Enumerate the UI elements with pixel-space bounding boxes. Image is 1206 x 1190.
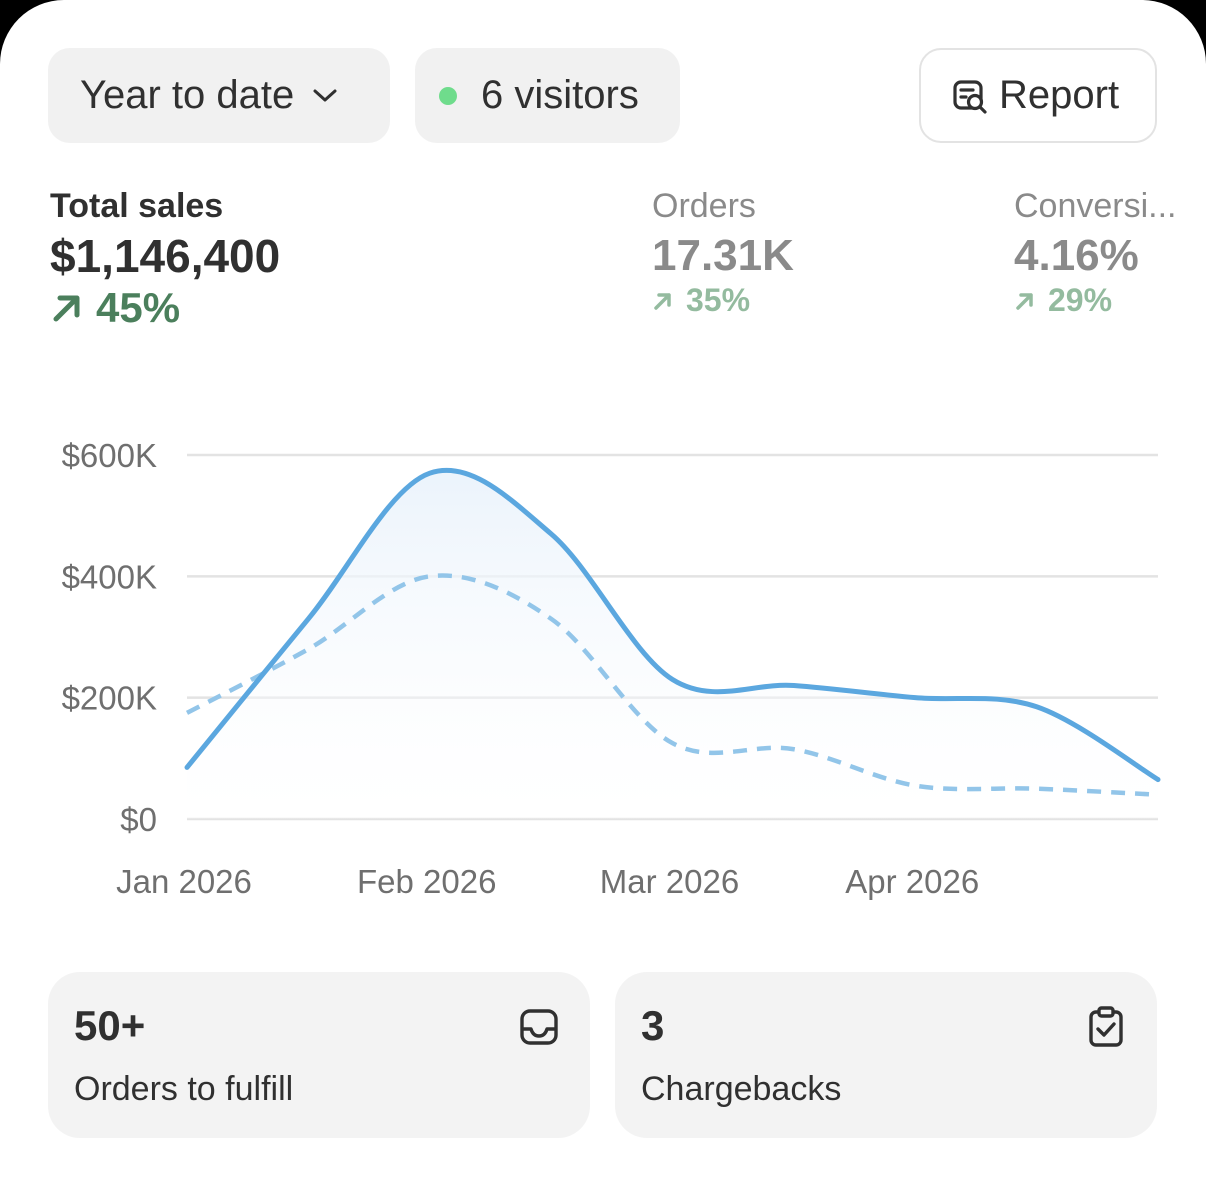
metric-delta-value: 35% [686,282,751,318]
card-label: Orders to fulfill [74,1070,294,1108]
arrow-up-right-icon [654,292,671,310]
orders-to-fulfill-card[interactable]: 50+ Orders to fulfill [48,972,590,1138]
metric-label: Orders [652,187,756,225]
metric-delta: 35% [652,282,794,319]
clipboard-check-icon [1089,1006,1123,1047]
metric-orders[interactable]: Orders 17.31K 35% [652,186,794,319]
live-status-dot [439,86,457,105]
metric-delta: 45% [50,284,280,332]
visitors-label: 6 visitors [481,73,639,117]
metric-conversion[interactable]: Conversi... 4.16% 29% [1014,186,1177,319]
date-range-dropdown[interactable]: Year to date [48,48,390,143]
sales-series-line [184,467,1161,783]
metric-delta-value: 45% [96,284,181,331]
x-tick-label: Feb 2026 [357,863,496,900]
y-tick-label: $400K [62,558,157,595]
chargebacks-card[interactable]: 3 Chargebacks [615,972,1157,1138]
y-tick-label: $600K [62,437,157,474]
live-visitors-button[interactable]: 6 visitors [415,48,680,143]
date-range-label: Year to date [80,73,295,117]
metric-label: Total sales [50,187,224,225]
metric-delta-value: 29% [1048,282,1113,318]
metric-value: 17.31K [652,231,794,280]
chevron-down-icon [312,88,338,104]
card-number: 3 [641,1002,665,1049]
metric-total-sales[interactable]: Total sales $1,146,400 45% [50,186,280,332]
series-area [187,470,1158,819]
sales-chart: $600K $400K $200K $0 Jan 2026 Feb 2026 Mar 20… [62,437,1161,900]
arrow-up-right-icon [1016,292,1033,310]
metric-delta: 29% [1014,282,1177,319]
report-search-icon [953,79,987,114]
report-button[interactable]: Report [919,48,1157,143]
y-tick-label: $0 [120,801,157,838]
card-label: Chargebacks [641,1070,842,1108]
metric-value: 4.16% [1014,231,1139,280]
x-tick-label: Jan 2026 [116,863,252,900]
x-tick-label: Apr 2026 [845,863,979,900]
y-tick-label: $200K [62,680,157,717]
report-label: Report [999,73,1120,117]
comparison-series-line [185,573,1159,797]
metric-value: $1,146,400 [50,230,281,282]
card-number: 50+ [74,1002,146,1049]
inbox-icon [520,1009,558,1045]
arrow-up-right-icon [53,295,80,322]
metric-label: Conversi... [1014,187,1177,225]
x-tick-label: Mar 2026 [600,863,739,900]
